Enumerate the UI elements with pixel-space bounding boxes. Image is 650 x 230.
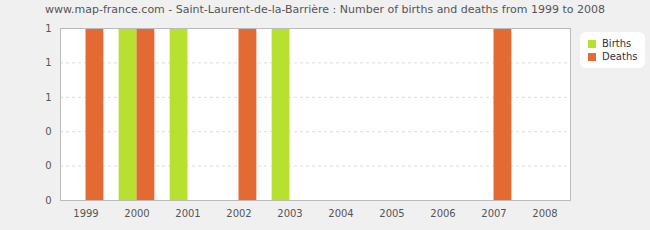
svg-text:2002: 2002	[226, 208, 251, 219]
html-text:Deaths: Deaths	[602, 51, 638, 62]
svg-text:1: 1	[45, 92, 51, 103]
svg-text:2003: 2003	[277, 208, 302, 219]
svg-text:1999: 1999	[73, 208, 98, 219]
svg-text:2006: 2006	[430, 208, 455, 219]
svg-text:2005: 2005	[379, 208, 404, 219]
svg-text:2000: 2000	[124, 208, 149, 219]
svg-text:0: 0	[45, 160, 51, 171]
svg-text:1: 1	[45, 23, 51, 34]
svg-text:2008: 2008	[532, 208, 557, 219]
html-text:www.map-france.com - Saint-Lau: www.map-france.com - Saint-Laurent-de-la…	[45, 3, 605, 16]
svg-text:2001: 2001	[175, 208, 200, 219]
svg-text:2007: 2007	[481, 208, 506, 219]
svg-text:0: 0	[45, 126, 51, 137]
html-text:Births: Births	[602, 38, 632, 49]
svg-text:0: 0	[45, 195, 51, 206]
svg-text:2004: 2004	[328, 208, 353, 219]
svg-text:1: 1	[45, 57, 51, 68]
